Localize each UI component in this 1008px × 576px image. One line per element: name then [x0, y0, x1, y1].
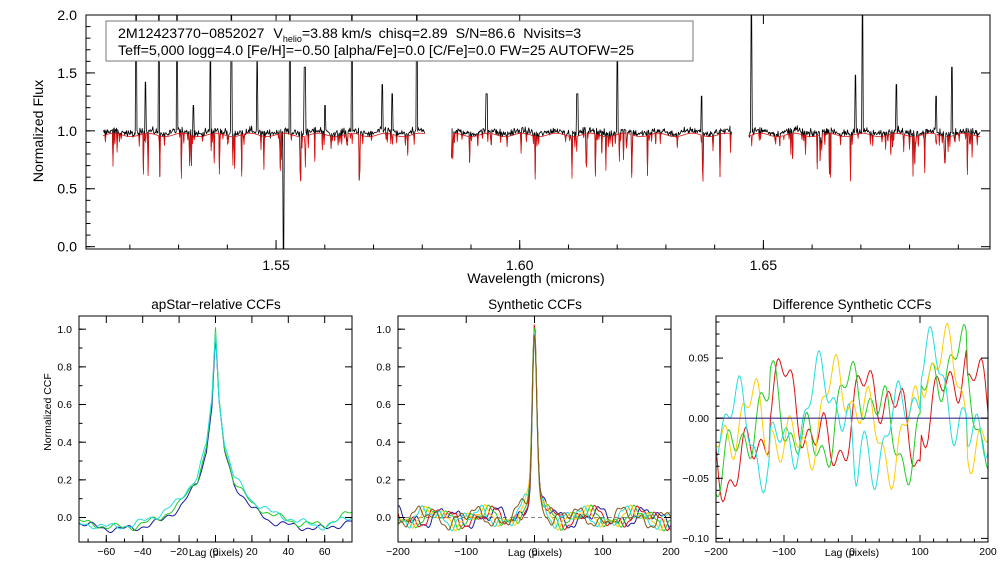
spectrum-xtick-label: 1.65	[750, 258, 778, 274]
synthetic-ccf-xlabel: Lag (pixels)	[508, 547, 562, 559]
spectrum-header-line2: Teff=5,000 logg=4.0 [Fe/H]=−0.50 [alpha/…	[118, 43, 634, 59]
spectrum-header-line1: 2M12423770−0852027 Vhelio=3.88 km/s chisq=…	[118, 26, 581, 44]
difference-ccf-xlabel: Lag (pixels)	[825, 547, 879, 559]
synthetic-ccf-xtick-label: −200	[386, 546, 410, 558]
observed-spectrum-line	[451, 49, 733, 180]
difference-ccf-line	[715, 322, 989, 490]
apstar-ccf-frame	[78, 315, 353, 543]
apstar-ccf-ytick-label: 0.0	[57, 512, 72, 524]
apstar-ccf-line	[78, 331, 353, 531]
spectrum-panel: 1.55 1.60 1.65 0.0 0.5 1.0 1.5 2.0 2M12423770−0…	[31, 8, 991, 287]
difference-ccf-xtick-label: −200	[704, 546, 728, 558]
difference-ccf-ytick-label: 0.00	[689, 413, 710, 425]
difference-ccf-ytick-label: −0.05	[682, 473, 709, 485]
synthetic-ccf-ytick-label: 0.8	[376, 362, 391, 374]
apstar-ccf-xlabel: Lag (pixels)	[189, 547, 243, 559]
apstar-ccf-panel: −60 −40 −20 0 20 40 60 0.0 0.2 0.4 0.6 0.8 1.0 apSta…	[42, 297, 353, 559]
synthetic-ccf-panel: −200 −100 0 100 200 0.0 0.2 0.4 0.6 0.8 1.0 Synthe…	[376, 297, 680, 559]
apstar-ccf-ytick-label: 0.2	[57, 475, 72, 487]
spectrum-xtick-label: 1.55	[262, 258, 290, 274]
model-spectrum-line	[102, 132, 425, 182]
difference-ccf-panel: −200 −100 0 100 200 −0.10 −0.05 0.00 0.05 Differ…	[682, 297, 996, 559]
spectrum-ytick-label: 1.0	[57, 124, 77, 140]
synthetic-ccf-line	[397, 324, 671, 532]
model-spectrum-line	[748, 132, 981, 182]
observed-spectrum-line	[748, 14, 981, 178]
synthetic-ccf-xtick-label: 0	[532, 546, 538, 558]
difference-ccf-xtick-label: 100	[911, 546, 929, 558]
vhelio-label: V	[273, 26, 283, 42]
synthetic-ccf-line	[397, 327, 671, 532]
spectrum-ylabel: Normalized Flux	[31, 80, 47, 183]
synthetic-ccf-ytick-label: 0.6	[376, 399, 391, 411]
apstar-ccf-line	[78, 334, 353, 533]
difference-ccf-title: Difference Synthetic CCFs	[773, 297, 932, 312]
spectrum-ytick-label: 1.5	[57, 66, 77, 82]
nvisits-value: Nvisits=3	[523, 26, 581, 42]
chisq-value: chisq=2.89	[379, 26, 448, 42]
synthetic-ccf-ytick-label: 0.4	[376, 437, 391, 449]
apstar-ccf-ytick-label: 0.4	[57, 437, 72, 449]
apstar-ccf-xtick-label: 0	[213, 546, 219, 558]
synthetic-ccf-line	[397, 331, 671, 532]
apstar-ccf-ytick-label: 0.8	[57, 362, 72, 374]
difference-ccf-ytick-label: −0.10	[682, 533, 709, 545]
difference-ccf-ytick-label: 0.05	[689, 353, 710, 365]
apstar-ccf-xtick-label: 60	[319, 546, 331, 558]
synthetic-ccf-line	[397, 335, 671, 530]
synthetic-ccf-xtick-label: 100	[594, 546, 612, 558]
synthetic-ccf-frame	[397, 315, 672, 543]
synthetic-ccf-ytick-label: 1.0	[376, 324, 391, 336]
difference-ccf-line	[715, 326, 989, 494]
synthetic-ccf-ytick-label: 0.0	[376, 512, 391, 524]
spectrum-xlabel: Wavelength (microns)	[467, 271, 604, 287]
difference-ccf-xtick-label: 0	[849, 546, 855, 558]
apstar-ccf-line	[78, 327, 353, 532]
apstar-ccf-xtick-label: −60	[97, 546, 115, 558]
star-id: 2M12423770−0852027	[118, 26, 264, 42]
apstar-ccf-xtick-label: 20	[246, 546, 258, 558]
apstar-ccf-xtick-label: −40	[134, 546, 152, 558]
synthetic-ccf-line	[397, 334, 671, 531]
difference-ccf-xtick-label: −100	[772, 546, 796, 558]
synthetic-ccf-title: Synthetic CCFs	[488, 297, 582, 312]
apstar-ccf-xtick-label: −20	[170, 546, 188, 558]
synthetic-ccf-line	[397, 332, 671, 532]
synthetic-ccf-xtick-label: −100	[454, 546, 478, 558]
sn-value: S/N=86.6	[456, 26, 516, 42]
apstar-ccf-ylabel: Normalized CCF	[42, 373, 54, 451]
spectrum-ytick-label: 0.5	[57, 182, 77, 198]
apstar-ccf-ytick-label: 0.6	[57, 399, 72, 411]
spectrum-ytick-label: 2.0	[57, 8, 77, 24]
spectrum-ytick-label: 0.0	[57, 240, 77, 256]
apstar-ccf-ytick-label: 1.0	[57, 324, 72, 336]
synthetic-ccf-xtick-label: 200	[662, 546, 680, 558]
vhelio-subscript: helio	[283, 34, 302, 44]
model-spectrum-line	[451, 132, 732, 182]
difference-ccf-line	[715, 324, 989, 498]
synthetic-ccf-ytick-label: 0.2	[376, 475, 391, 487]
spectrum-frame	[85, 14, 991, 250]
apstar-ccf-title: apStar−relative CCFs	[151, 297, 281, 312]
difference-ccf-xtick-label: 200	[979, 546, 997, 558]
apstar-ccf-xtick-label: 40	[282, 546, 294, 558]
vhelio-value: =3.88 km/s	[302, 26, 372, 42]
spectrum-info-box	[105, 20, 694, 62]
spectrum-xtick-label: 1.60	[506, 258, 534, 274]
